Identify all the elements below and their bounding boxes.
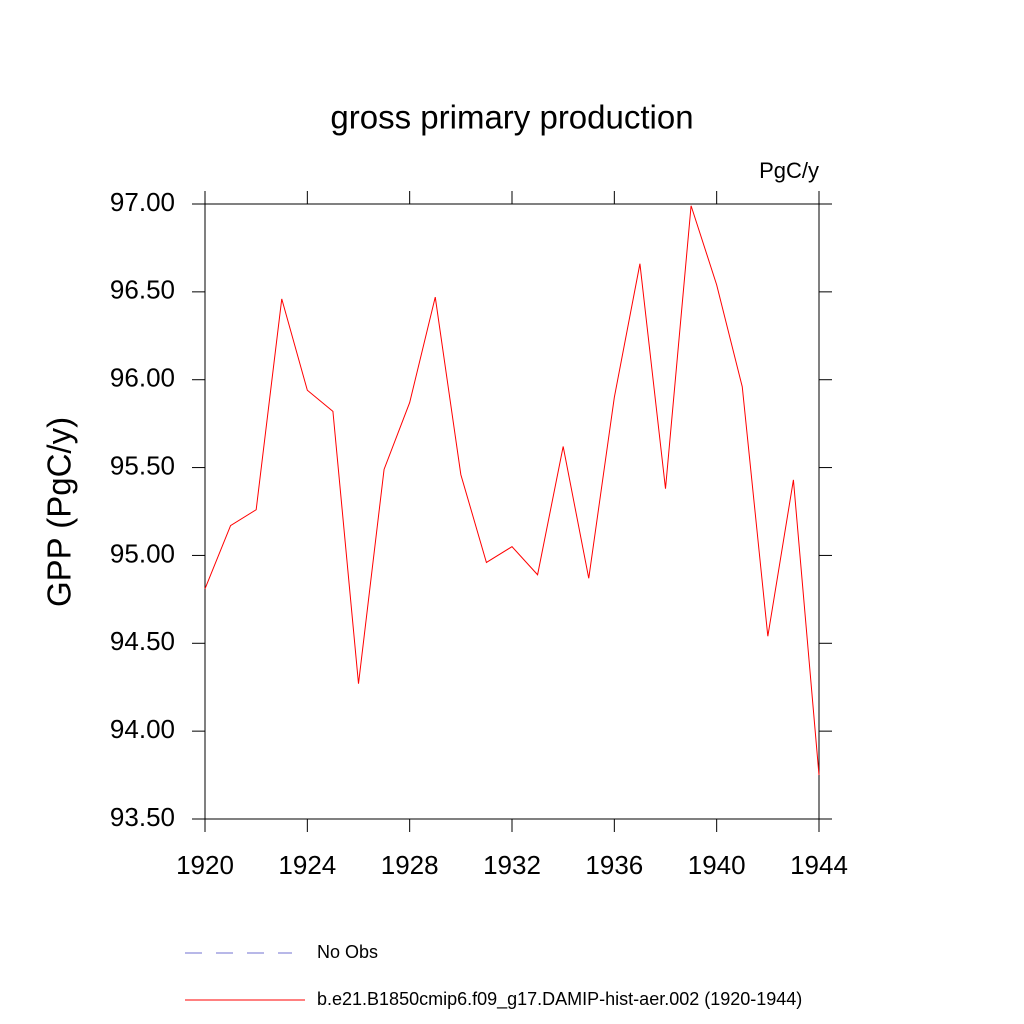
x-tick-label: 1924 xyxy=(278,850,336,880)
y-tick-label: 95.00 xyxy=(110,538,175,568)
x-tick-label: 1940 xyxy=(688,850,746,880)
x-tick-label: 1932 xyxy=(483,850,541,880)
y-tick-label: 95.50 xyxy=(110,450,175,480)
x-tick-label: 1920 xyxy=(176,850,234,880)
x-tick-label: 1928 xyxy=(381,850,439,880)
data-line xyxy=(204,205,820,776)
y-axis-label: GPP (PgC/y) xyxy=(41,417,78,607)
x-tick-label: 1944 xyxy=(790,850,848,880)
y-tick-label: 97.00 xyxy=(110,187,175,217)
y-tick-label: 96.50 xyxy=(110,275,175,305)
units-label: PgC/y xyxy=(759,158,819,183)
legend-label: No Obs xyxy=(317,942,378,962)
x-tick-label: 1936 xyxy=(585,850,643,880)
chart-title: gross primary production xyxy=(330,99,693,136)
y-tick-label: 96.00 xyxy=(110,363,175,393)
y-tick-label: 94.00 xyxy=(110,714,175,744)
y-tick-label: 93.50 xyxy=(110,802,175,832)
y-tick-label: 94.50 xyxy=(110,626,175,656)
plot-frame xyxy=(204,203,820,820)
legend-label: b.e21.B1850cmip6.f09_g17.DAMIP-hist-aer.… xyxy=(317,989,802,1010)
